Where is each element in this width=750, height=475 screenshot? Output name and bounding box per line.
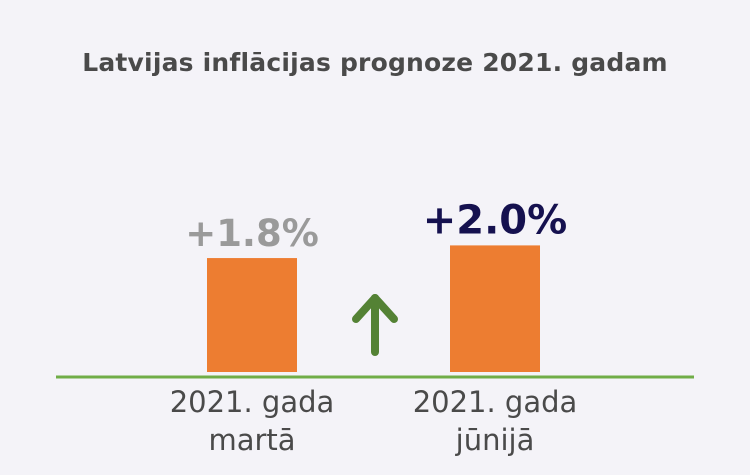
chart-title: Latvijas inflācijas prognoze 2021. gadam: [82, 48, 668, 77]
value-label-1: +1.8%: [185, 212, 319, 255]
bar-2: [450, 245, 540, 372]
up-arrow-head: [352, 294, 398, 323]
up-arrow-icon: [352, 294, 398, 356]
category-label-1-line-1: 2021. gada: [170, 385, 335, 419]
category-labels-group: 2021. gada martā 2021. gada jūnijā: [170, 385, 578, 457]
value-labels-group: +1.8% +2.0%: [185, 197, 567, 255]
bars-group: [207, 245, 540, 372]
bar-1: [207, 258, 297, 372]
category-label-1-line-2: martā: [208, 423, 295, 457]
category-label-2-line-1: 2021. gada: [413, 385, 578, 419]
value-label-2: +2.0%: [423, 197, 567, 243]
category-label-2-line-2: jūnijā: [455, 423, 535, 457]
